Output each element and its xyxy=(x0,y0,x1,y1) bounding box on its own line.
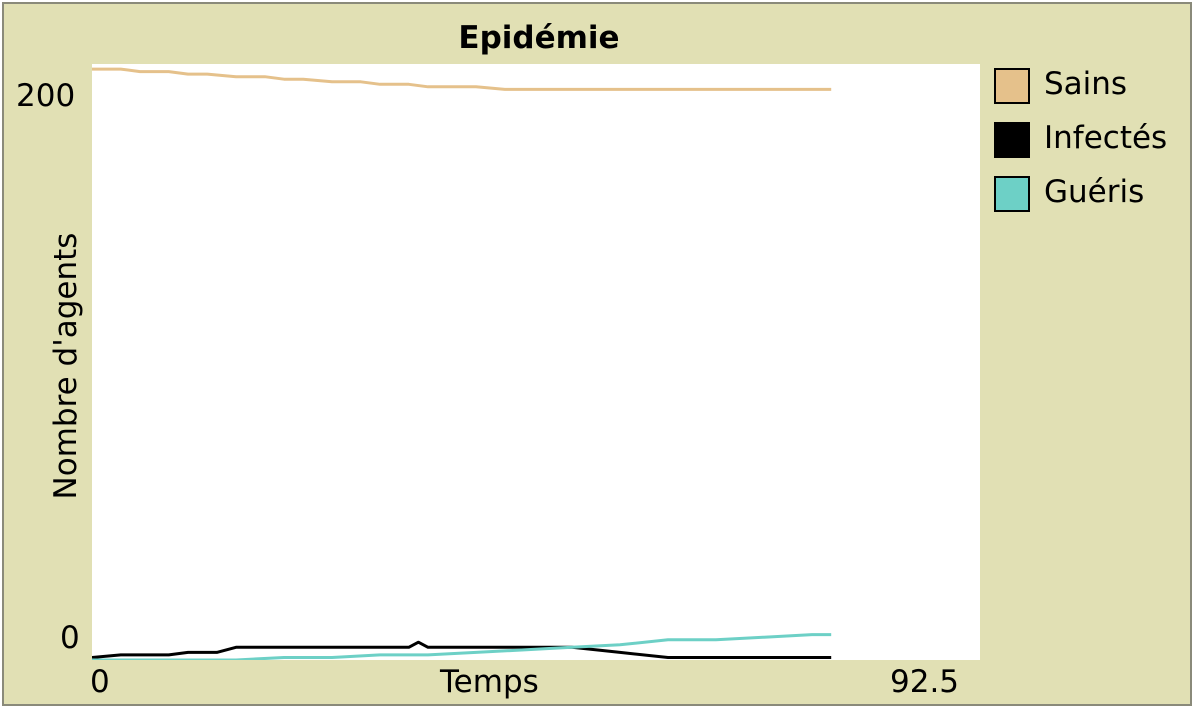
legend-swatch-infectes xyxy=(994,122,1030,158)
legend-label-sains: Sains xyxy=(1044,66,1128,102)
y-axis-label: Nombre d'agents xyxy=(48,232,84,500)
y-tick-label-min: 0 xyxy=(60,620,80,656)
legend-label-infectes: Infectés xyxy=(1044,120,1168,156)
x-tick-label-max: 92.5 xyxy=(890,664,960,700)
legend-swatch-gueris xyxy=(994,176,1030,212)
plot-area xyxy=(92,64,980,660)
series-line-sains xyxy=(92,67,832,91)
x-tick-label-min: 0 xyxy=(90,664,110,700)
legend-label-gueris: Guéris xyxy=(1044,174,1145,210)
y-tick-label-max: 200 xyxy=(16,78,76,114)
series-line-gueris xyxy=(92,633,832,660)
series-line-infectes xyxy=(92,640,832,659)
legend-swatch-sains xyxy=(994,68,1030,104)
x-axis-label: Temps xyxy=(440,664,539,700)
line-plot xyxy=(92,67,832,660)
chart-title: Epidémie xyxy=(458,20,620,56)
